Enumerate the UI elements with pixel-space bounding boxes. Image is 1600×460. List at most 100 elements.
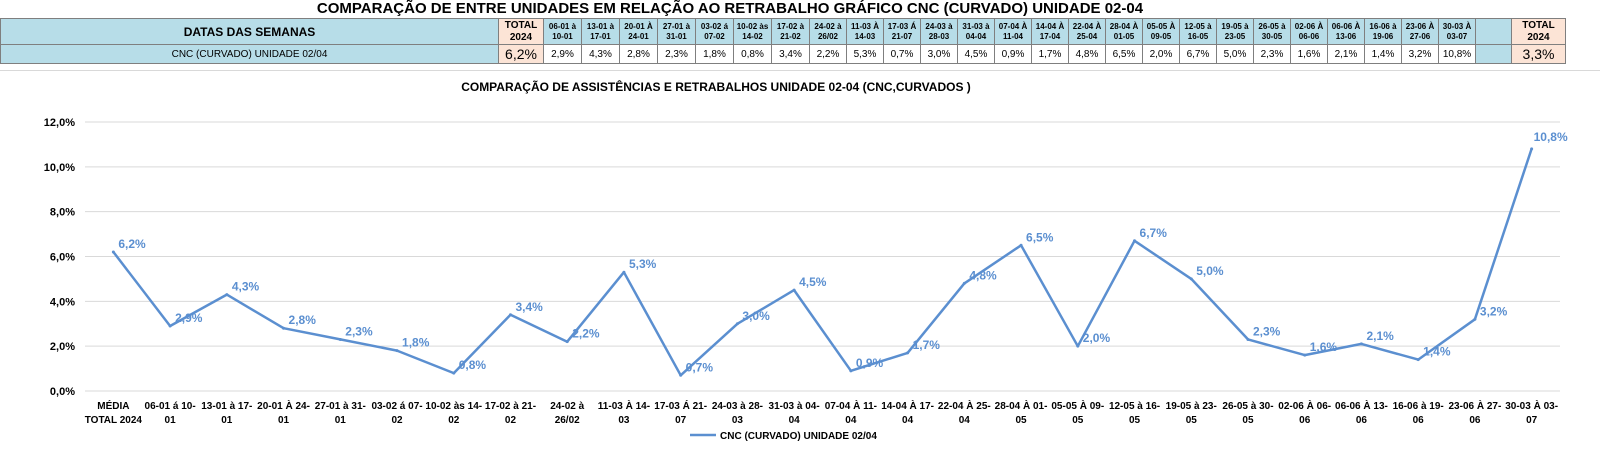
data-label: 2,9% [175, 311, 203, 325]
total-header-left: TOTAL 2024 [498, 18, 544, 45]
week-header: 06-06 À 13-06 [1327, 18, 1365, 45]
x-tick-label: 03-02 á 07- [371, 401, 422, 412]
data-label: 0,9% [856, 356, 884, 370]
line-chart: COMPARAÇÃO DE ASSISTÊNCIAS E RETRABALHOS… [44, 79, 1568, 442]
week-header: 02-06 À 06-06 [1290, 18, 1328, 45]
x-tick-label: 04 [845, 415, 857, 426]
data-label: 2,3% [345, 324, 373, 338]
week-header-line: 13-01 à [586, 21, 615, 31]
data-label: 1,4% [1423, 345, 1451, 359]
data-point [111, 250, 115, 254]
week-header-line: 09-05 [1150, 31, 1172, 41]
week-header-line: 17-02 à [776, 21, 805, 31]
week-value: 4,5% [957, 44, 995, 64]
week-header: 23-06 À 27-06 [1401, 18, 1439, 45]
week-value: 6,5% [1105, 44, 1143, 64]
weeks-table: DATAS DAS SEMANAS TOTAL 2024 06-01 à 10-0… [0, 18, 1566, 64]
x-tick-label: 06 [1469, 415, 1481, 426]
x-tick-label: 01 [278, 415, 290, 426]
week-header-line: 07-04 À [998, 21, 1028, 31]
week-header-line: 30-05 [1261, 31, 1283, 41]
data-label: 6,2% [118, 237, 146, 251]
week-header-line: 24-02 à [814, 21, 842, 31]
blank-value-cell [1475, 44, 1512, 64]
x-tick-label: 05 [1015, 415, 1027, 426]
x-tick-label: 04 [959, 415, 971, 426]
x-tick-label: 01 [335, 415, 347, 426]
week-value: 5,0% [1216, 44, 1254, 64]
x-tick-label: 03 [618, 415, 630, 426]
week-header-line: 11-03 À [850, 21, 880, 31]
data-point [849, 369, 853, 373]
data-point [282, 326, 286, 330]
week-value: 0,7% [883, 44, 921, 64]
data-label: 4,5% [799, 275, 827, 289]
x-tick-label: 04 [789, 415, 801, 426]
x-tick-label: 23-06 À 27- [1448, 399, 1501, 412]
week-value: 3,4% [771, 44, 810, 64]
week-header-line: 14-02 [742, 31, 763, 41]
y-tick-label: 12,0% [44, 117, 75, 129]
data-point [395, 349, 399, 353]
week-header: 12-05 à 16-05 [1179, 18, 1217, 45]
week-header: 20-01 À 24-01 [619, 18, 658, 45]
week-header-line: 25-04 [1076, 31, 1098, 41]
week-header: 07-04 À 11-04 [994, 18, 1032, 45]
week-header-line: 27-01 à [662, 21, 691, 31]
x-tick-label: 02 [448, 415, 460, 426]
x-tick-label: 24-02 à [550, 401, 584, 412]
week-header-line: 28-04 À [1109, 21, 1139, 31]
x-tick-label: 01 [165, 415, 177, 426]
week-header: 11-03 À 14-03 [846, 18, 884, 45]
data-point [225, 293, 229, 297]
week-header-line: 10-01 [552, 31, 573, 41]
week-header-line: 13-06 [1335, 31, 1357, 41]
x-tick-label: 06-06 À 13- [1335, 399, 1388, 412]
data-label: 2,2% [572, 327, 600, 341]
total-header-left-line2: 2024 [509, 31, 533, 43]
x-tick-label: MÉDIA [97, 399, 129, 412]
week-value: 2,1% [1327, 44, 1365, 64]
week-value: 3,0% [920, 44, 958, 64]
header-label: DATAS DAS SEMANAS [0, 18, 499, 45]
week-header-line: 01-05 [1113, 31, 1135, 41]
y-tick-label: 10,0% [44, 162, 75, 174]
week-header: 30-03 À 03-07 [1438, 18, 1476, 45]
week-value: 1,8% [695, 44, 734, 64]
x-tick-label: 05 [1242, 415, 1254, 426]
x-tick-label: 26/02 [555, 415, 580, 426]
x-tick-label: 05 [1186, 415, 1198, 426]
data-label: 2,8% [289, 313, 317, 327]
week-value: 1,4% [1364, 44, 1402, 64]
data-label: 2,1% [1366, 329, 1394, 343]
week-value: 2,3% [1253, 44, 1291, 64]
x-tick-label: 30-03 À 03- [1505, 399, 1558, 412]
week-value: 1,6% [1290, 44, 1328, 64]
x-tick-label: 02 [391, 415, 403, 426]
x-tick-label: 31-03 à 04- [769, 401, 820, 412]
week-header-line: 26-05 à [1258, 21, 1286, 31]
data-point [565, 340, 569, 344]
week-header-line: 17-04 [1039, 31, 1061, 41]
data-label: 5,0% [1196, 264, 1224, 278]
data-label: 3,4% [515, 300, 543, 314]
x-tick-label: 16-06 à 19- [1393, 401, 1444, 412]
week-header-line: 23-05 [1224, 31, 1246, 41]
week-header-line: 19-05 à [1221, 21, 1249, 31]
x-tick-label: 06-01 á 10- [145, 401, 196, 412]
week-header-line: 04-04 [965, 31, 987, 41]
week-header: 16-06 à 19-06 [1364, 18, 1402, 45]
week-header: 14-04 À 17-04 [1031, 18, 1069, 45]
x-tick-label: 05-05 À 09- [1051, 399, 1104, 412]
week-header: 28-04 À 01-05 [1105, 18, 1143, 45]
week-value: 2,3% [657, 44, 696, 64]
data-point [1246, 337, 1250, 341]
x-tick-label: TOTAL 2024 [85, 415, 143, 426]
x-tick-label: 07-04 À 11- [825, 399, 877, 412]
data-point [792, 288, 796, 292]
week-header-line: 28-03 [928, 31, 950, 41]
blank-header-cell [1475, 18, 1512, 45]
week-value: 4,8% [1068, 44, 1106, 64]
data-label: 5,3% [629, 257, 657, 271]
week-header-line: 16-05 [1187, 31, 1209, 41]
